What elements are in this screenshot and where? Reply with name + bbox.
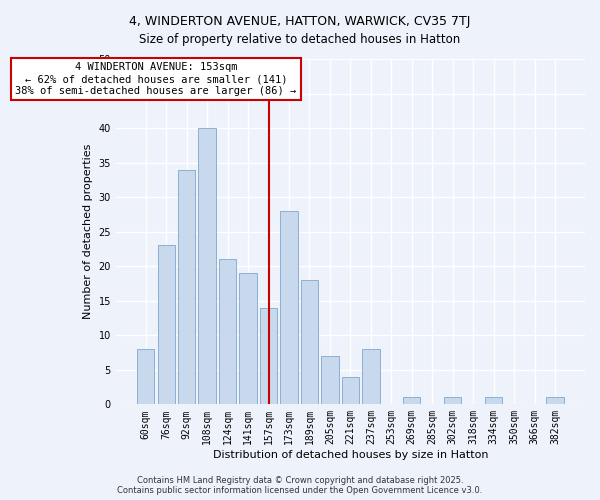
Bar [403,398,421,404]
Bar [219,260,236,404]
Bar [199,128,216,404]
Bar [158,246,175,404]
Y-axis label: Number of detached properties: Number of detached properties [83,144,93,320]
X-axis label: Distribution of detached houses by size in Hatton: Distribution of detached houses by size … [212,450,488,460]
Bar [178,170,196,404]
Bar [444,398,461,404]
Bar [362,349,380,405]
Bar [341,376,359,404]
Text: Size of property relative to detached houses in Hatton: Size of property relative to detached ho… [139,32,461,46]
Bar [239,273,257,404]
Bar [485,398,502,404]
Bar [546,398,563,404]
Text: 4 WINDERTON AVENUE: 153sqm
← 62% of detached houses are smaller (141)
38% of sem: 4 WINDERTON AVENUE: 153sqm ← 62% of deta… [16,62,296,96]
Bar [260,308,277,404]
Bar [280,211,298,404]
Text: Contains HM Land Registry data © Crown copyright and database right 2025.
Contai: Contains HM Land Registry data © Crown c… [118,476,482,495]
Bar [321,356,338,405]
Bar [137,349,154,405]
Bar [301,280,318,404]
Text: 4, WINDERTON AVENUE, HATTON, WARWICK, CV35 7TJ: 4, WINDERTON AVENUE, HATTON, WARWICK, CV… [130,15,470,28]
